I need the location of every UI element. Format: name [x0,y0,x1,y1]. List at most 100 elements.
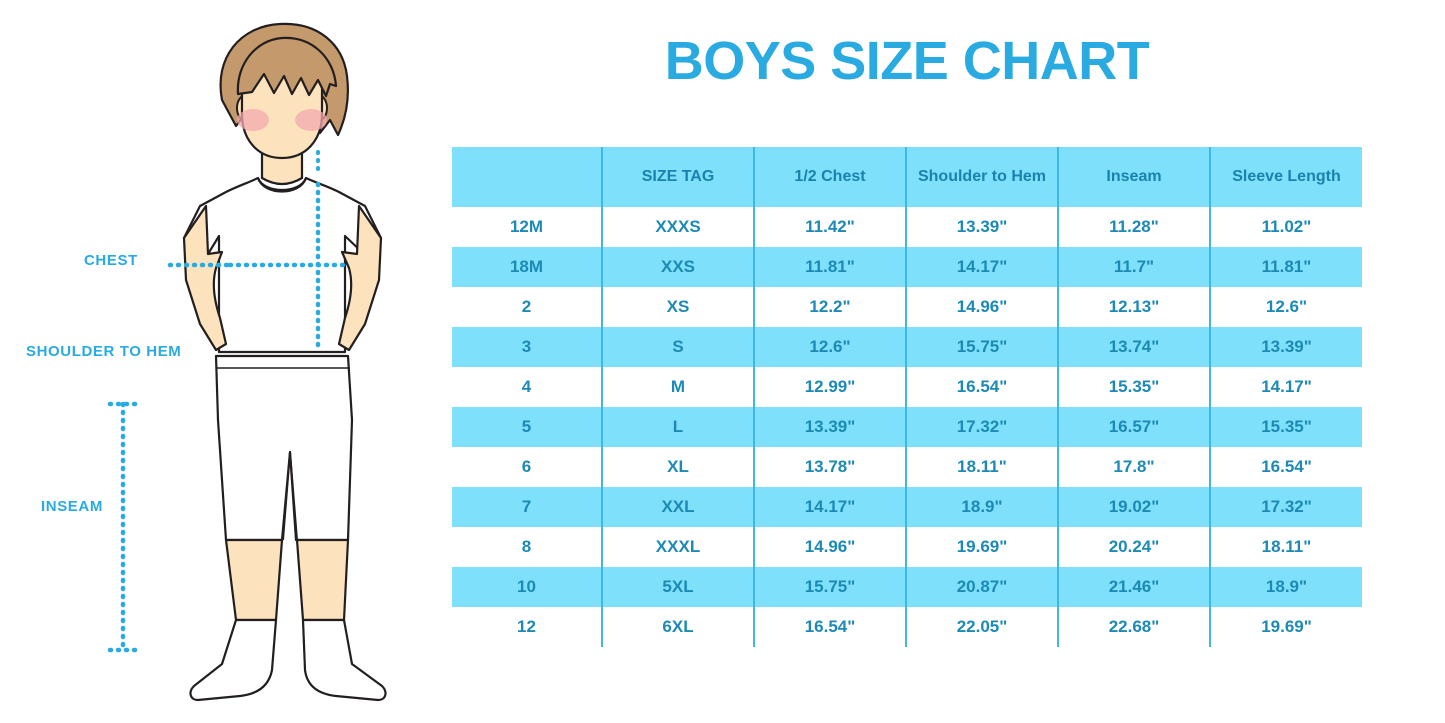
table-row: 4 M 12.99" 16.54" 15.35" 14.17" [452,367,1362,407]
table-row: 12M XXXS 11.42" 13.39" 11.28" 11.02" [452,207,1362,247]
table-cell: 13.78" [754,447,907,487]
inseam-label: INSEAM [41,498,103,515]
table-cell: XXXL [602,527,755,567]
cell-size: 6 [452,447,603,487]
table-cell: 20.87" [906,567,1059,607]
column-header-shoulder-to-hem: Shoulder to Hem [906,147,1059,207]
arm-left [182,204,228,352]
sock-shoe-left [189,618,278,702]
table-row: 5 L 13.39" 17.32" 16.57" 15.35" [452,407,1362,447]
table-row: 18M XXS 11.81" 14.17" 11.7" 11.81" [452,247,1362,287]
table-cell: 12.13" [1058,287,1211,327]
shorts-inseam-notch [282,451,298,541]
table-cell: 14.17" [754,487,907,527]
table-cell: 16.54" [754,607,907,647]
table-row: 12 6XL 16.54" 22.05" 22.68" 19.69" [452,607,1362,647]
table-cell: 22.05" [906,607,1059,647]
tshirt-shape [182,176,383,354]
table-cell: XL [602,447,755,487]
cell-size: 8 [452,527,603,567]
table-cell: 16.57" [1058,407,1211,447]
table-body: 12M XXXS 11.42" 13.39" 11.28" 11.02" 18M XXS 11.… [452,207,1362,647]
table-cell: 12.6" [1265,297,1308,316]
table-cell: 13.39" [906,207,1059,247]
blush-right [295,109,327,131]
cell-size: 10 [452,567,603,607]
shorts-shape [214,354,354,542]
table-cell: 14.17" [906,247,1059,287]
illustration-panel: CHEST SHOULDER TO HEM INSEAM [0,0,452,723]
table-cell: 15.35" [1058,367,1211,407]
tshirt-collar [256,177,308,193]
table-cell: 13.39" [1261,337,1312,356]
table-cell: 11.42" [754,207,907,247]
cell-size: 2 [452,287,603,327]
cell-size: 3 [452,327,603,367]
table-cell: 14.96" [906,287,1059,327]
size-table: SIZE TAG 1/2 Chest Shoulder to Hem Insea… [452,147,1362,647]
table-row: 2 XS 12.2" 14.96" 12.13" 12.6" [452,287,1362,327]
boy-figure-illustration [107,22,387,702]
table-header: SIZE TAG 1/2 Chest Shoulder to Hem Insea… [452,147,1362,207]
sock-shoe-right [301,618,387,702]
thigh-right [295,538,350,622]
table-cell: 16.54" [906,367,1059,407]
table-row: 10 5XL 15.75" 20.87" 21.46" 18.9" [452,567,1362,607]
table-row: 8 XXXL 14.96" 19.69" 20.24" 18.11" [452,527,1362,567]
column-header-inseam: Inseam [1058,147,1211,207]
table-cell: 18.11" [906,447,1059,487]
table-cell: 19.69" [1261,617,1312,636]
table-cell: 5XL [602,567,755,607]
table-cell: 18.11" [1261,537,1312,556]
table-cell: XXS [602,247,755,287]
chest-label: CHEST [84,252,138,269]
table-cell: 12.6" [754,327,907,367]
page-title: BOYS SIZE CHART [664,31,1150,91]
table-cell: 12.99" [754,367,907,407]
arm-right [337,204,383,352]
table-header-row: SIZE TAG 1/2 Chest Shoulder to Hem Insea… [452,147,1362,207]
column-header-size-tag: SIZE TAG [602,147,755,207]
table-cell: XXL [602,487,755,527]
table-cell: L [602,407,755,447]
table-cell: 18.9" [906,487,1059,527]
table-cell: 16.54" [1261,457,1312,476]
table-cell: 14.96" [754,527,907,567]
cell-size: 12 [452,607,603,647]
table-cell: 12.2" [754,287,907,327]
shoulder-to-hem-label: SHOULDER TO HEM [26,343,182,360]
table-row: 7 XXL 14.17" 18.9" 19.02" 17.32" [452,487,1362,527]
cell-size: 7 [452,487,603,527]
column-header-sleeve-length: Sleeve Length [1232,167,1341,185]
table-cell: 15.75" [754,567,907,607]
table-cell: 21.46" [1058,567,1211,607]
table-cell: 11.81" [1261,257,1312,276]
table-cell: 15.75" [906,327,1059,367]
cell-size: 4 [452,367,603,407]
table-cell: 14.17" [1261,377,1312,396]
table-cell: 17.8" [1058,447,1211,487]
table-row: 6 XL 13.78" 18.11" 17.8" 16.54" [452,447,1362,487]
table-cell: XXXS [602,207,755,247]
cell-size: 12M [452,207,603,247]
table-cell: 11.02" [1261,217,1312,236]
table-cell: 11.28" [1058,207,1211,247]
table-cell: M [602,367,755,407]
table-cell: 22.68" [1058,607,1211,647]
hair-fringe-shape [236,36,338,98]
cell-size: 5 [452,407,603,447]
table-cell: 20.24" [1058,527,1211,567]
table-row: 3 S 12.6" 15.75" 13.74" 13.39" [452,327,1362,367]
table-cell: 13.74" [1058,327,1211,367]
table-cell: 17.32" [1261,497,1312,516]
table-cell: 19.69" [906,527,1059,567]
table-cell: 13.39" [754,407,907,447]
table-cell: 11.81" [754,247,907,287]
thigh-left [224,538,284,622]
table-cell: 19.02" [1058,487,1211,527]
column-header-size [452,147,603,207]
table-cell: 15.35" [1261,417,1312,436]
table-cell: XS [602,287,755,327]
table-cell: 17.32" [906,407,1059,447]
